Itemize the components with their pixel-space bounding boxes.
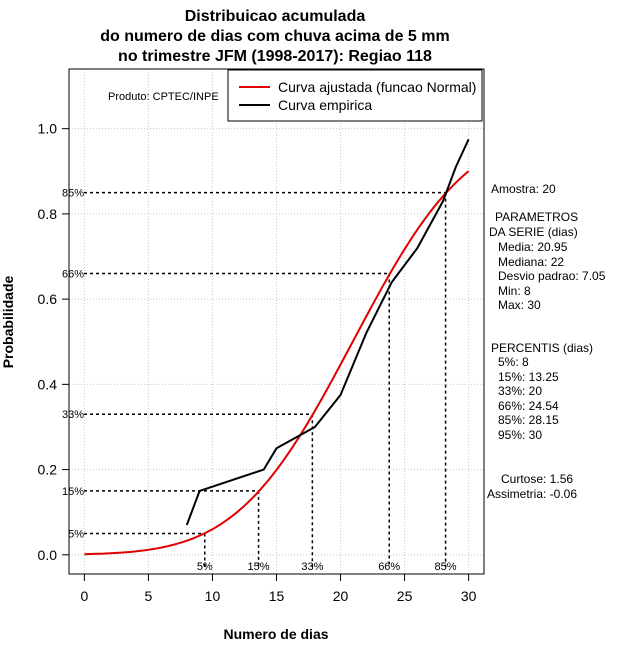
percentile-y-label-66: 66%	[62, 269, 84, 281]
side-percentis-title: PERCENTIS (dias)	[491, 341, 593, 355]
side-param-desvio: Desvio padrao: 7.05	[498, 269, 606, 283]
title-line-1: Distribuicao acumulada	[185, 8, 366, 25]
percentile-y-label-15: 15%	[62, 486, 84, 498]
y-tick-label-0: 0.0	[38, 547, 58, 563]
side-percentil-95: 95%: 30	[498, 428, 542, 442]
title-line-2: do numero de dias com chuva acima de 5 m…	[100, 28, 449, 45]
legend-label-normal: Curva ajustada (funcao Normal)	[278, 79, 476, 95]
y-axis-label: Probabilidade	[0, 276, 16, 369]
x-tick-label-15: 15	[269, 588, 285, 604]
series	[84, 138, 470, 556]
title-line-3: no trimestre JFM (1998-2017): Regiao 118	[118, 48, 432, 65]
side-percentil-85: 85%: 28.15	[498, 413, 559, 427]
side-param-max: Max: 30	[498, 298, 541, 312]
side-percentil-15: 15%: 13.25	[498, 370, 559, 384]
percentile-x-label-33: 33%	[301, 561, 323, 573]
side-percentil-33: 33%: 20	[498, 384, 542, 398]
percentile-y-label-85: 85%	[62, 188, 84, 200]
x-tick-label-5: 5	[145, 588, 153, 604]
side-amostra: Amostra: 20	[491, 182, 556, 196]
percentile-guides: 5% 5% 15% 15% 33% 33% 66% 66% 85% 85%	[62, 188, 457, 573]
percentile-x-label-85: 85%	[435, 561, 457, 573]
x-tick-label-25: 25	[397, 588, 413, 604]
x-tick-label-0: 0	[80, 588, 88, 604]
percentile-x-label-66: 66%	[378, 561, 400, 573]
x-tick-label-10: 10	[205, 588, 221, 604]
side-percentil-66: 66%: 24.54	[498, 399, 559, 413]
side-percentil-5: 5%: 8	[498, 355, 529, 369]
grid	[69, 69, 484, 574]
side-params-title-2: DA SERIE (dias)	[489, 225, 578, 239]
x-tick-label-20: 20	[333, 588, 349, 604]
side-param-media: Media: 20.95	[498, 240, 568, 254]
series-line-empirical	[185, 138, 470, 526]
side-param-min: Min: 8	[498, 284, 531, 298]
side-param-mediana: Mediana: 22	[498, 255, 564, 269]
legend: Curva ajustada (funcao Normal) Curva emp…	[227, 69, 483, 122]
series-line-normal-fit	[84, 170, 470, 556]
producer-label: Produto: CPTEC/INPE	[108, 91, 219, 103]
percentile-y-label-33: 33%	[62, 409, 84, 421]
x-tick-label-30: 30	[461, 588, 477, 604]
percentile-x-label-5: 5%	[197, 561, 213, 573]
side-params-title-1: PARAMETROS	[495, 210, 578, 224]
percentile-y-label-5: 5%	[68, 529, 84, 541]
axes: 0 5 10 15 20 25 30 0.0 0.2 0.4 0.6 0.8 1.0	[38, 121, 477, 604]
y-tick-label-3: 0.6	[38, 291, 58, 307]
stats-side-panel: Amostra: 20 PARAMETROS DA SERIE (dias) M…	[487, 182, 606, 501]
y-tick-label-5: 1.0	[38, 121, 58, 137]
side-curtose: Curtose: 1.56	[501, 472, 573, 486]
chart-title: Distribuicao acumulada do numero de dias…	[100, 8, 449, 65]
percentile-x-label-15: 15%	[248, 561, 270, 573]
x-axis-label: Numero de dias	[223, 626, 328, 642]
y-tick-label-4: 0.8	[38, 206, 58, 222]
side-assimetria: Assimetria: -0.06	[487, 487, 577, 501]
legend-box	[227, 69, 483, 122]
y-tick-label-1: 0.2	[38, 462, 58, 478]
legend-label-empirical: Curva empirica	[278, 97, 372, 113]
y-tick-label-2: 0.4	[38, 376, 58, 392]
